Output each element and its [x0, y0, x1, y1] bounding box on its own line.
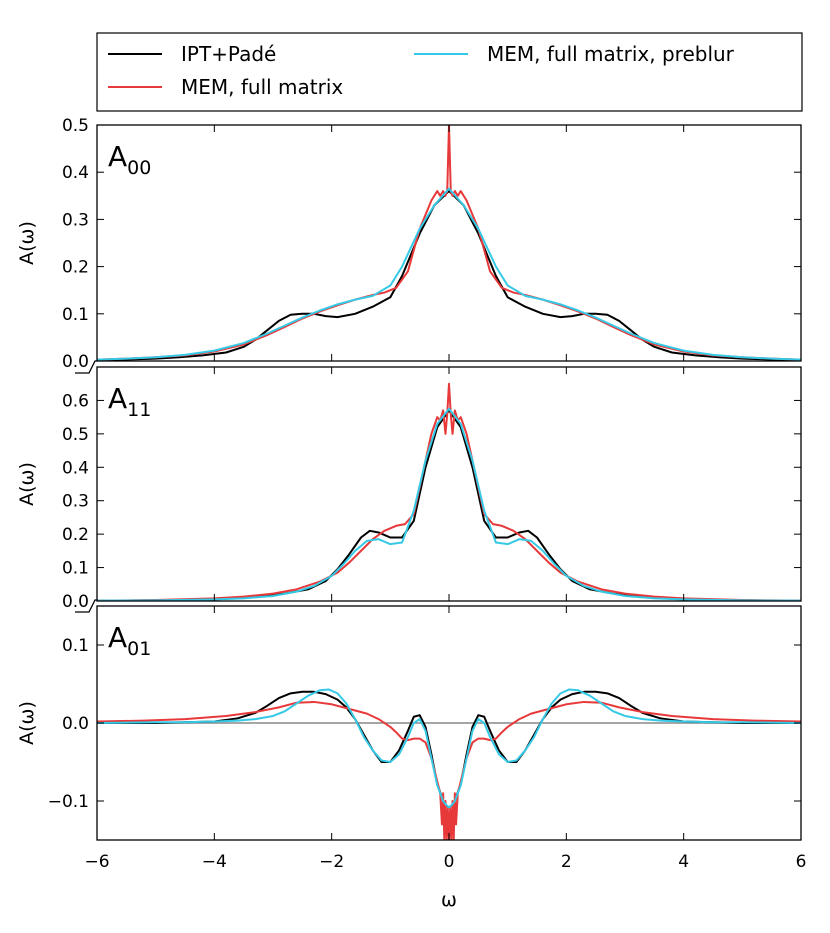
panel-label: A00 [108, 140, 151, 179]
x-tick-label: 6 [796, 852, 807, 872]
y-tick-label: 0.4 [62, 458, 89, 478]
series-line-mem-full-matrix-preblur [97, 187, 801, 361]
y-tick-label: 0.0 [62, 592, 89, 612]
y-axis-label: A(ω) [16, 221, 38, 265]
series-line-mem-full-matrix [97, 125, 801, 361]
axis-break [75, 599, 97, 613]
y-tick-label: −0.1 [48, 792, 89, 812]
panel-01: −0.1 0.0 0.1 A(ω) A01 [16, 599, 802, 841]
axis-break [75, 360, 97, 374]
y-tick-label: 0.0 [62, 352, 89, 372]
x-tick-label: 4 [678, 852, 689, 872]
y-tick-label: 0.1 [62, 559, 89, 579]
panel-label: A11 [108, 382, 151, 421]
x-tick-label: 2 [561, 852, 572, 872]
panels: 0.0 0.1 0.2 0.3 0.4 0.5 A(ω) A00 0.0 0.1 0.2 0.3 0.4… [16, 116, 806, 872]
legend-label-mem: MEM, full matrix [181, 75, 343, 99]
series-group [97, 125, 801, 361]
legend: IPT+Padé MEM, full matrix MEM, full matr… [96, 32, 803, 112]
x-tick-label: −2 [319, 852, 344, 872]
legend-label-mem-preblur: MEM, full matrix, preblur [487, 42, 735, 66]
series-line-mem-full-matrix [97, 700, 801, 840]
x-tick-label: 0 [444, 852, 455, 872]
y-tick-label: 0.3 [62, 492, 89, 512]
y-tick-label: 0.3 [62, 210, 89, 230]
y-tick-label: 0.2 [62, 525, 89, 545]
y-axis-label: A(ω) [16, 462, 38, 506]
series-line-mem-full-matrix-preblur [97, 688, 801, 809]
series-group [97, 688, 801, 840]
y-tick-label: 0.0 [62, 714, 89, 734]
series-line-mem-full-matrix [97, 382, 801, 601]
series-line-mem-full-matrix-preblur [97, 407, 801, 601]
y-axis-label: A(ω) [16, 701, 38, 745]
series-line-ipt-pad [97, 690, 801, 809]
panel-11: 0.0 0.1 0.2 0.3 0.4 0.5 0.6 A(ω) A11 [16, 360, 802, 612]
panel-00: 0.0 0.1 0.2 0.3 0.4 0.5 A(ω) A00 [16, 116, 802, 372]
x-axis-label: ω [441, 889, 457, 911]
x-tick-label: −6 [84, 852, 109, 872]
y-tick-label: 0.4 [62, 163, 89, 183]
legend-label-ipt: IPT+Padé [181, 42, 276, 66]
series-line-ipt-pad [97, 409, 801, 601]
y-tick-label: 0.1 [62, 636, 89, 656]
series-group [97, 382, 801, 601]
y-tick-label: 0.2 [62, 258, 89, 278]
y-tick-label: 0.1 [62, 305, 89, 325]
legend-box [96, 32, 803, 112]
axes-frame [96, 366, 802, 602]
x-tick-label: −4 [202, 852, 227, 872]
y-tick-label: 0.6 [62, 391, 89, 411]
y-tick-label: 0.5 [62, 116, 89, 136]
y-tick-label: 0.5 [62, 425, 89, 445]
series-line-ipt-pad [97, 190, 801, 361]
panel-label: A01 [108, 621, 151, 660]
